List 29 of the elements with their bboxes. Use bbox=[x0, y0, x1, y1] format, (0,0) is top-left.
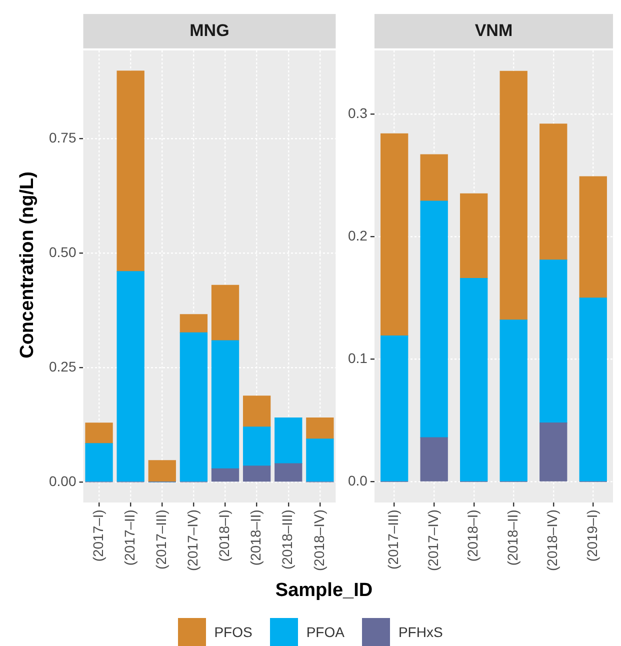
y-tick-label: 0.50 bbox=[49, 244, 76, 260]
x-axis-title: Sample_ID bbox=[275, 580, 373, 602]
x-tick-label: (2018–I) bbox=[464, 510, 481, 562]
y-tick-label: 0.25 bbox=[49, 358, 76, 374]
y-tick-label: 0.75 bbox=[49, 130, 76, 146]
x-tick-label: (2017–IV) bbox=[184, 510, 201, 571]
x-tick-label: (2017–III) bbox=[153, 510, 169, 570]
chart-title: MNG bbox=[190, 20, 230, 40]
x-tick-label: (2018–IV) bbox=[544, 510, 560, 571]
y-tick-label: 0.00 bbox=[49, 472, 76, 489]
x-tick-label: (2018–II) bbox=[504, 510, 520, 566]
y-tick-label: 0.3 bbox=[348, 104, 368, 121]
y-axis-title: Concentration (ng/L) bbox=[17, 172, 39, 358]
x-tick-label: (2018–IV) bbox=[310, 510, 327, 571]
x-tick-label: (2017–II) bbox=[121, 510, 138, 566]
legend-label: PFOA bbox=[306, 624, 344, 640]
x-tick-label: (2017–III) bbox=[385, 510, 402, 570]
x-tick-label: (2018–I) bbox=[216, 510, 232, 562]
chart-title: VNM bbox=[474, 20, 513, 40]
x-tick-label: (2017–IV) bbox=[424, 510, 441, 571]
y-tick-label: 0.1 bbox=[348, 350, 368, 366]
x-tick-label: (2019–I) bbox=[584, 510, 600, 562]
legend-label: PFHxS bbox=[398, 624, 443, 640]
x-tick-label: (2017–I) bbox=[90, 510, 106, 562]
x-tick-label: (2018–III) bbox=[279, 510, 296, 570]
y-tick-label: 0.0 bbox=[348, 472, 368, 489]
y-tick-label: 0.2 bbox=[348, 228, 368, 244]
x-tick-label: (2018–II) bbox=[248, 510, 264, 566]
legend-label: PFOS bbox=[214, 624, 252, 640]
